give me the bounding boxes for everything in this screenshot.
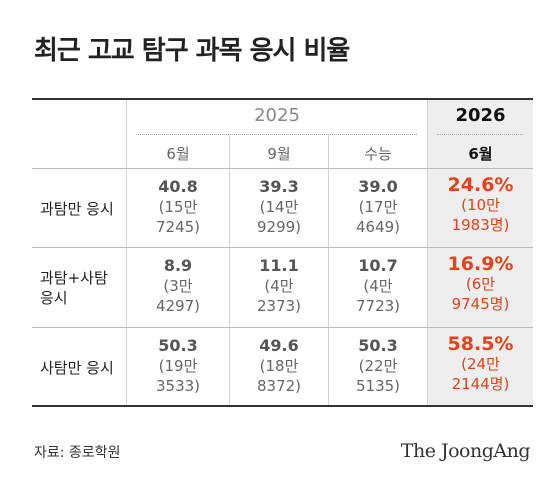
count-line: (18만 <box>259 357 299 375</box>
percent-value: 8.9 <box>163 256 193 275</box>
row-divider <box>32 247 533 248</box>
year-divider <box>136 134 417 135</box>
month-header: 9월 <box>267 145 291 163</box>
month-header: 6월 <box>468 145 493 163</box>
count-line: (22만 <box>358 357 398 375</box>
count-line: 9299) <box>256 218 302 236</box>
year-2025-header: 2025 <box>254 105 300 126</box>
count-line: (14만 <box>259 198 299 216</box>
publisher-logo: The JoongAng <box>400 440 531 462</box>
table-cell: 11.1 (4만 2373) <box>230 256 328 316</box>
source-note: 자료: 종로학원 <box>34 445 121 461</box>
row-label: 과탐+사탐 응시 <box>40 268 108 308</box>
row-divider <box>32 327 533 328</box>
column-divider <box>427 100 428 405</box>
table-cell: 49.6 (18만 8372) <box>230 336 328 396</box>
header-divider <box>32 168 533 169</box>
count-line: 3533) <box>155 377 201 395</box>
table-cell-highlight: 16.9% (6만 9745명) <box>428 254 533 314</box>
percent-value: 24.6% <box>447 174 514 196</box>
table-cell-highlight: 24.6% (10만 1983명) <box>428 175 533 235</box>
count-line: (4만 <box>363 277 393 295</box>
row-label: 사탐만 응시 <box>40 359 114 377</box>
count-line: (24만 <box>461 355 500 373</box>
count-line: (19만 <box>158 357 198 375</box>
month-header: 수능 <box>364 145 392 163</box>
percent-value: 11.1 <box>259 256 299 275</box>
count-line: 1983명) <box>451 216 510 234</box>
percent-value: 39.3 <box>259 177 299 196</box>
table-cell: 39.0 (17만 4649) <box>329 177 427 237</box>
table-bottom-border <box>32 405 533 407</box>
count-line: (10만 <box>461 196 500 214</box>
column-divider <box>328 134 329 405</box>
table-cell: 10.7 (4만 7723) <box>329 256 427 316</box>
highlight-column-bg <box>427 100 533 405</box>
column-divider <box>126 100 127 405</box>
percent-value: 10.7 <box>358 256 398 275</box>
row-label-line: 응시 <box>40 289 68 307</box>
count-line: 5135) <box>355 377 401 395</box>
table-cell: 39.3 (14만 9299) <box>230 177 328 237</box>
count-line: 7245) <box>155 218 201 236</box>
count-line: 9745명) <box>451 295 510 313</box>
percent-value: 40.8 <box>158 177 198 196</box>
table-cell-highlight: 58.5% (24만 2144명) <box>428 334 533 394</box>
table-top-border <box>32 98 533 100</box>
table-cell: 50.3 (19만 3533) <box>127 336 229 396</box>
data-table: 2025 2026 6월 9월 수능 6월 과탐만 응시 과탐+사탐 응시 사탐… <box>32 98 533 407</box>
page-title: 최근 고교 탐구 과목 응시 비율 <box>34 36 350 66</box>
table-cell: 8.9 (3만 4297) <box>127 256 229 316</box>
percent-value: 49.6 <box>259 336 299 355</box>
count-line: (6만 <box>465 275 496 293</box>
percent-value: 39.0 <box>358 177 398 196</box>
percent-value: 50.3 <box>358 336 398 355</box>
table-cell: 40.8 (15만 7245) <box>127 177 229 237</box>
count-line: 8372) <box>256 377 302 395</box>
table-cell: 50.3 (22만 5135) <box>329 336 427 396</box>
row-label-line: 과탐+사탐 <box>40 269 108 287</box>
count-line: 4297) <box>155 297 201 315</box>
count-line: 2144명) <box>451 375 510 393</box>
count-line: (17만 <box>358 198 398 216</box>
percent-value: 58.5% <box>447 333 514 355</box>
count-line: 2373) <box>256 297 302 315</box>
count-line: (4만 <box>264 277 294 295</box>
row-label: 과탐만 응시 <box>40 200 114 218</box>
year-divider <box>437 134 523 135</box>
year-2026-header: 2026 <box>455 105 506 126</box>
count-line: (3만 <box>163 277 193 295</box>
count-line: 4649) <box>355 218 401 236</box>
count-line: 7723) <box>355 297 401 315</box>
month-header: 6월 <box>166 145 190 163</box>
percent-value: 16.9% <box>447 253 514 275</box>
count-line: (15만 <box>158 198 198 216</box>
percent-value: 50.3 <box>158 336 198 355</box>
column-divider <box>229 134 230 405</box>
